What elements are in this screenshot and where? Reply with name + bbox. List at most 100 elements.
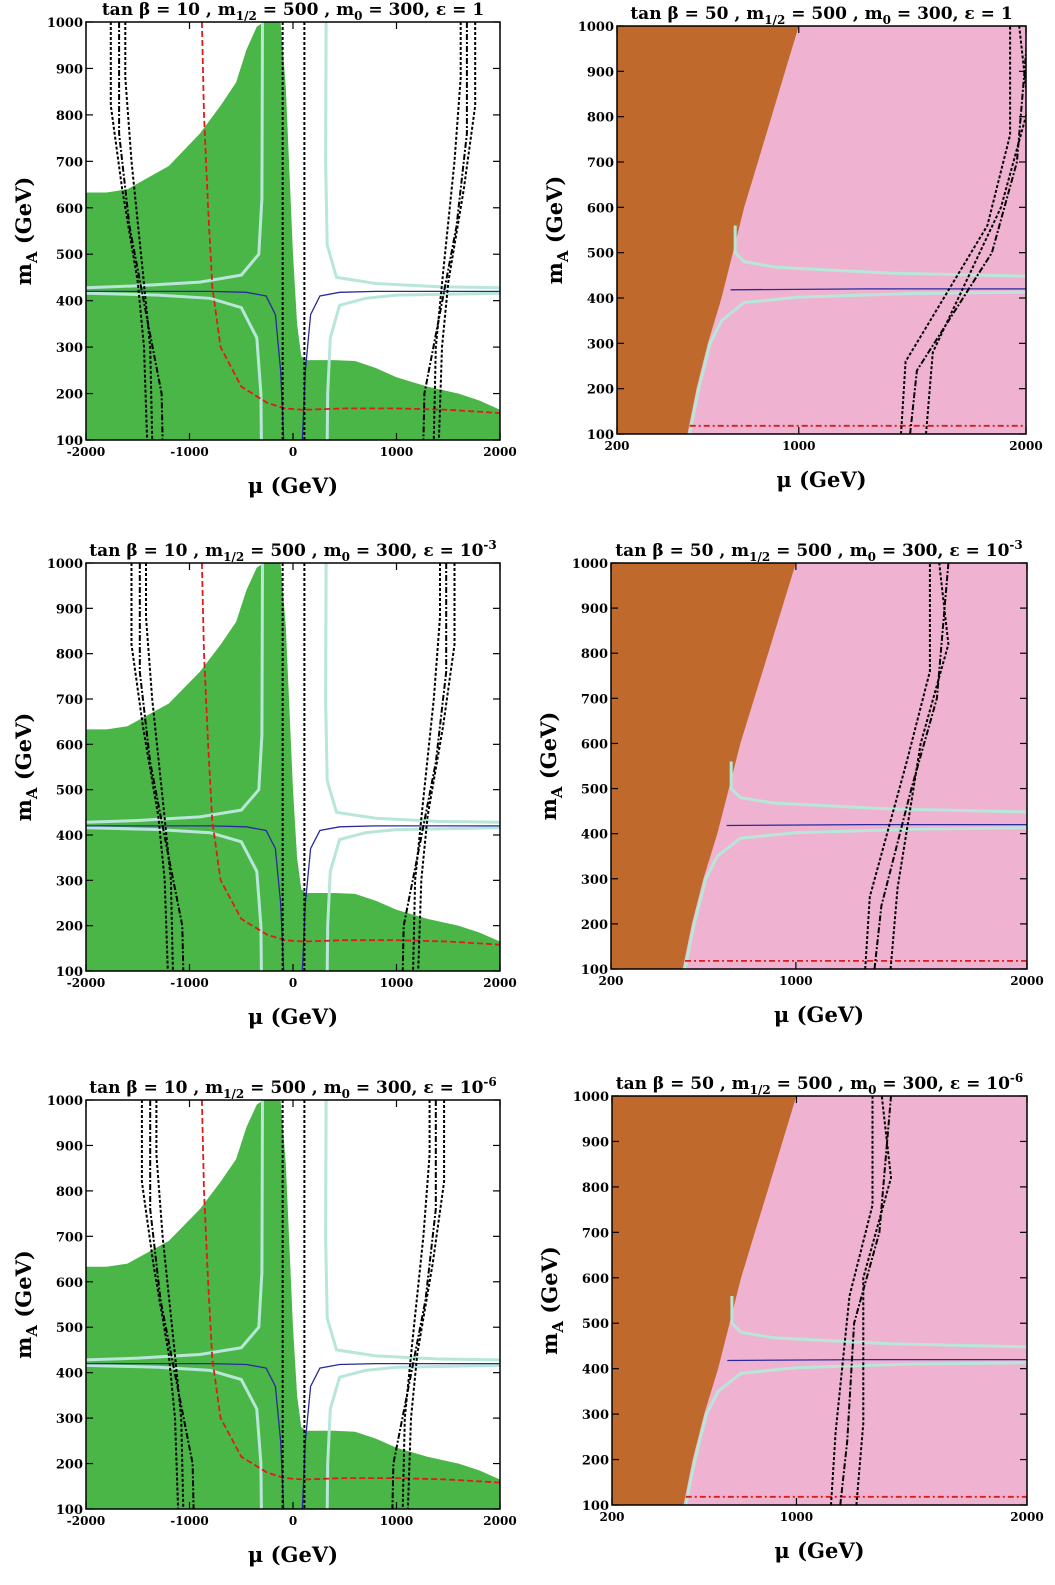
y-tick-label: 100 bbox=[582, 1499, 609, 1514]
y-tick-label: 600 bbox=[582, 1272, 609, 1287]
y-tick-label: 700 bbox=[56, 155, 83, 170]
plot-area bbox=[611, 563, 1027, 969]
y-tick-label: 400 bbox=[581, 828, 608, 843]
y-tick-label: 100 bbox=[581, 963, 608, 978]
chart-title: tan β = 50 , m1/2 = 500 , m0 = 300, ε = … bbox=[630, 4, 1012, 27]
chart-title-title-end: = 300, ε = 10 bbox=[876, 541, 1010, 561]
chart-title-title-sub2: 0 bbox=[868, 550, 876, 564]
y-axis-label: mA (GeV) bbox=[537, 1246, 567, 1355]
y-tick-label: 100 bbox=[56, 434, 83, 449]
black-contour-left-2 bbox=[145, 563, 174, 971]
black-contour-right-3 bbox=[391, 1100, 437, 1509]
x-tick-label: 0 bbox=[289, 1514, 297, 1528]
y-axis-label-sub: A bbox=[23, 1325, 41, 1338]
y-axis-label-end: (GeV) bbox=[11, 713, 36, 788]
y-tick-label: 800 bbox=[581, 647, 608, 662]
black-contour-left-3 bbox=[138, 563, 185, 971]
black-contour-left-1 bbox=[109, 22, 149, 440]
black-contour-right-1 bbox=[437, 22, 477, 440]
blue-contour-left bbox=[86, 290, 285, 440]
y-axis-label-main: m bbox=[11, 1337, 36, 1359]
x-tick-label: 200 bbox=[604, 439, 629, 453]
black-contour-left-2 bbox=[124, 22, 154, 440]
x-tick-label: 0 bbox=[289, 445, 297, 459]
black-contour-right-2 bbox=[412, 563, 441, 971]
chart-title-title-mid: = 500 , m bbox=[244, 541, 341, 561]
teal-contour-2 bbox=[86, 1363, 263, 1509]
y-tick-label: 500 bbox=[581, 783, 608, 798]
x-tick-label: -1000 bbox=[170, 445, 208, 459]
y-tick-label: 500 bbox=[587, 247, 614, 262]
y-tick-label: 300 bbox=[56, 874, 83, 889]
black-contour-right-2 bbox=[432, 22, 462, 440]
y-axis-label-main: m bbox=[11, 263, 36, 285]
chart-title-title-mid: = 500 , m bbox=[785, 4, 882, 24]
x-tick-label: 2000 bbox=[1010, 1510, 1043, 1524]
chart-panel-3: 100 200 300 400 500 600 700 800 900 1000 -2000 -100… bbox=[11, 538, 517, 1029]
y-tick-label: 200 bbox=[582, 1454, 609, 1469]
teal-contour-lower bbox=[683, 826, 1027, 969]
x-tick-label: 1000 bbox=[779, 974, 812, 988]
chart-title: tan β = 10 , m1/2 = 500 , m0 = 300, ε = … bbox=[102, 0, 484, 23]
y-tick-label: 800 bbox=[587, 111, 614, 126]
plot-area bbox=[617, 26, 1026, 434]
black-contour-1 bbox=[900, 26, 1012, 434]
chart-title-title-main: tan β = 50 , m bbox=[615, 541, 749, 561]
chart-title: tan β = 50 , m1/2 = 500 , m0 = 300, ε = … bbox=[616, 1071, 1024, 1097]
y-tick-label: 400 bbox=[56, 295, 83, 310]
black-contour-right-1 bbox=[417, 563, 456, 971]
plot-frame bbox=[611, 1095, 1028, 1506]
black-contour-left-2 bbox=[155, 1100, 185, 1509]
y-tick-label: 300 bbox=[581, 873, 608, 888]
y-axis-label-sub: A bbox=[554, 250, 572, 263]
y-axis-label: mA (GeV) bbox=[536, 712, 566, 821]
blue-contour-left bbox=[86, 1362, 285, 1509]
chart-title-title-sup: -6 bbox=[1010, 1071, 1023, 1085]
x-tick-label: 2000 bbox=[483, 976, 516, 990]
y-tick-label: 200 bbox=[56, 920, 83, 935]
y-tick-label: 700 bbox=[56, 693, 83, 708]
excluded-region-green-strip bbox=[262, 22, 275, 440]
chart-title-title-mid: = 500 , m bbox=[771, 1074, 868, 1094]
blue-contour bbox=[727, 1358, 1027, 1362]
chart-title-title-main: tan β = 10 , m bbox=[89, 541, 223, 561]
chart-title-title-main: tan β = 50 , m bbox=[616, 1074, 750, 1094]
teal-contour-4 bbox=[325, 1363, 500, 1509]
chart-title-title-sub: 1/2 bbox=[750, 1083, 771, 1097]
teal-contour-upper bbox=[733, 225, 1026, 278]
y-tick-label: 400 bbox=[56, 1367, 83, 1382]
plot-area bbox=[86, 563, 500, 971]
y-tick-label: 900 bbox=[582, 1135, 609, 1150]
blue-contour bbox=[730, 288, 1026, 291]
y-tick-label: 100 bbox=[587, 428, 614, 443]
y-axis-label-end: (GeV) bbox=[536, 712, 561, 787]
y-tick-label: 1000 bbox=[47, 16, 83, 31]
excluded-region-brown bbox=[617, 26, 799, 434]
chart-title-title-sup: -3 bbox=[1009, 538, 1022, 552]
chart-title-title-sub: 1/2 bbox=[764, 13, 785, 27]
plot-area bbox=[86, 22, 500, 440]
y-tick-label: 800 bbox=[582, 1181, 609, 1196]
y-tick-label: 200 bbox=[56, 388, 83, 403]
x-axis-label: μ (GeV) bbox=[248, 1004, 338, 1029]
y-tick-label: 700 bbox=[582, 1226, 609, 1241]
y-axis-label: mA (GeV) bbox=[542, 176, 572, 285]
chart-title-title-end: = 300, ε = 10 bbox=[350, 1078, 484, 1098]
y-tick-label: 1000 bbox=[47, 1094, 83, 1109]
y-axis-label-sub: A bbox=[549, 1321, 567, 1334]
excluded-region-green-strip bbox=[262, 1100, 275, 1509]
y-axis-label-sub: A bbox=[548, 786, 566, 799]
x-tick-label: 1000 bbox=[380, 976, 413, 990]
y-tick-label: 300 bbox=[56, 1412, 83, 1427]
y-tick-label: 1000 bbox=[47, 557, 83, 572]
y-axis-label: mA (GeV) bbox=[11, 713, 41, 822]
x-tick-label: 2000 bbox=[483, 445, 516, 459]
y-axis-label-sub: A bbox=[23, 251, 41, 264]
excluded-region-brown bbox=[612, 1096, 797, 1505]
black-contour-left-1 bbox=[140, 1100, 180, 1509]
black-contour-2 bbox=[889, 563, 950, 969]
y-tick-label: 500 bbox=[56, 784, 83, 799]
y-tick-label: 500 bbox=[56, 1321, 83, 1336]
